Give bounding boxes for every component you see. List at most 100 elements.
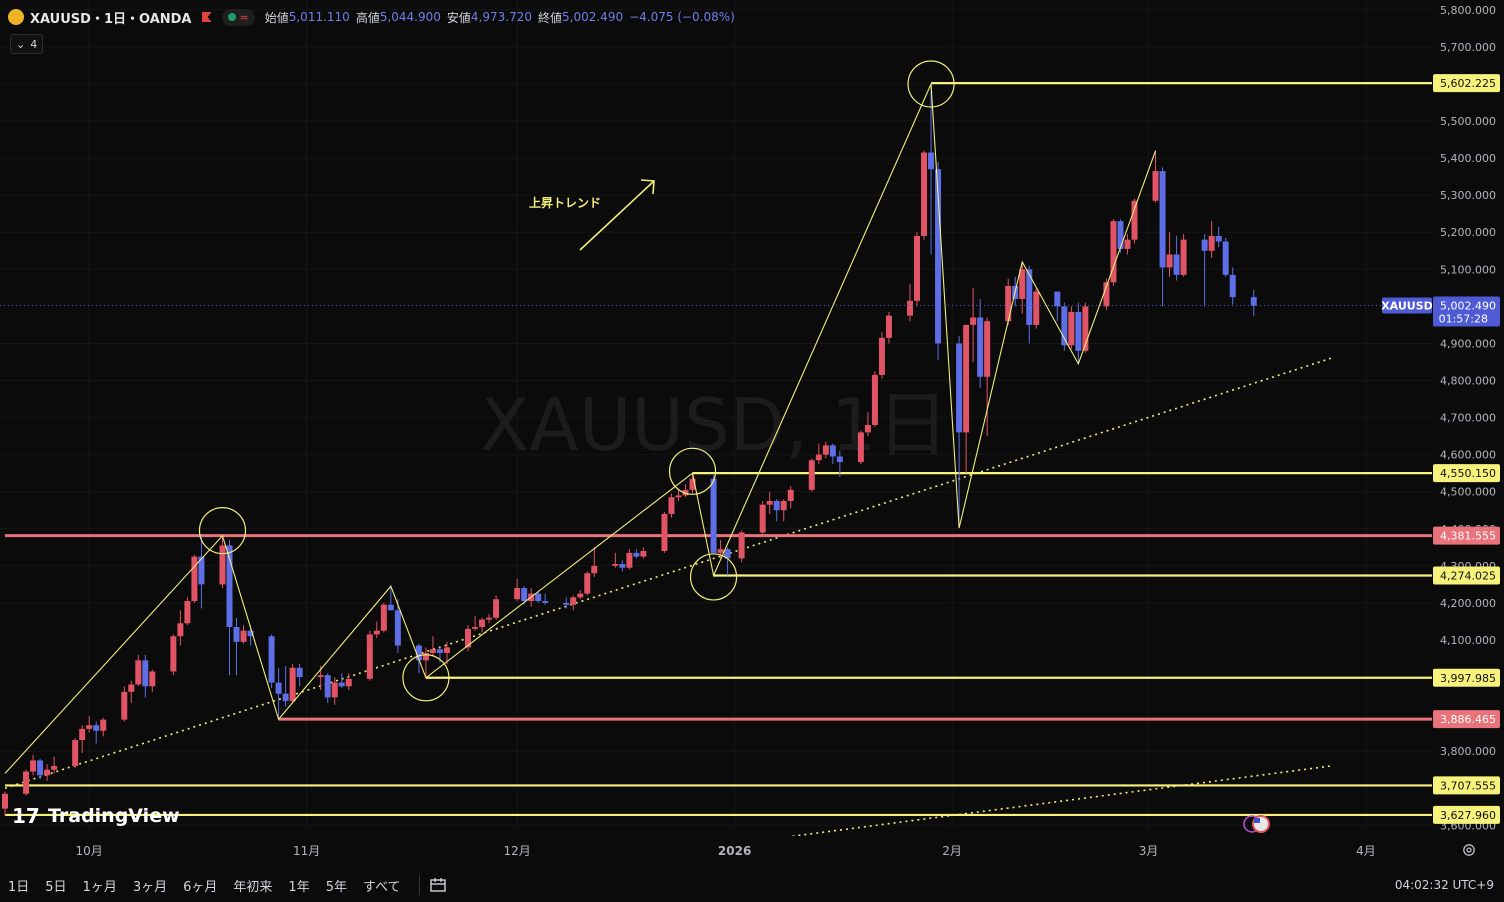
events-icons[interactable] [1243, 815, 1270, 833]
candle-body [724, 549, 731, 559]
trendlines [4, 357, 1332, 841]
candle-body [247, 630, 254, 637]
flag-icon[interactable] [201, 12, 212, 22]
chevron-down-icon: ⌄ [16, 37, 26, 51]
time-tick-label: 2月 [942, 844, 962, 858]
candle-body [1215, 235, 1222, 242]
candles [2, 83, 1257, 817]
level-price-tag[interactable] [1433, 464, 1500, 483]
candle-body [198, 556, 205, 585]
change-value: −4.075 (−0.08%) [629, 10, 735, 24]
symbol-name[interactable]: XAUUSD・1日・OANDA [30, 11, 192, 27]
candle-body [394, 610, 401, 646]
candle-body [486, 617, 493, 620]
candle-body [268, 636, 275, 683]
candle-body [465, 628, 472, 648]
trendline-dotted [4, 357, 1332, 789]
candle-body [984, 321, 991, 377]
candle-body [570, 597, 577, 605]
pivot-circle [402, 654, 450, 702]
level-price-label: 3,997.985 [1440, 672, 1496, 685]
candle-body [149, 671, 156, 687]
level-price-tag[interactable] [1433, 526, 1500, 545]
timeframe-1y[interactable]: 1年 [288, 879, 310, 895]
candle-body [612, 563, 619, 566]
candle-body [829, 445, 836, 457]
symbol-tag-text: XAUUSD [1381, 299, 1433, 312]
symbol-header: XAUUSD・1日・OANDA ≈ 始値 5,011.110 高値 5,044.… [8, 6, 735, 28]
zigzag-lines [4, 83, 1157, 774]
candle-body [317, 675, 324, 678]
us-flag-canton-icon [1254, 818, 1260, 823]
candle-body [289, 667, 296, 702]
candle-body [563, 602, 570, 605]
level-price-tag[interactable] [1433, 566, 1500, 585]
level-price-tag[interactable] [1433, 710, 1500, 729]
timeframe-all[interactable]: すべて [362, 879, 401, 895]
candle-body [1075, 311, 1082, 351]
high-value: 5,044.900 [379, 10, 441, 24]
trend-annotation: 上昇トレンド [529, 179, 655, 251]
candle-body [373, 630, 380, 635]
candle-body [51, 765, 58, 770]
candle-body [324, 675, 331, 698]
time-tick-label: 4月 [1356, 844, 1376, 858]
timeframe-5d[interactable]: 5日 [45, 879, 67, 895]
candle-body [415, 645, 422, 661]
market-status-pill[interactable]: ≈ [221, 8, 255, 26]
date-range-icon[interactable] [429, 877, 446, 893]
timeframe-6m[interactable]: 6ヶ月 [183, 879, 218, 895]
candle-body [1166, 254, 1173, 268]
candle-body [479, 619, 486, 627]
timeframe-ytd[interactable]: 年初来 [233, 879, 273, 895]
price-tick-label: 5,300.000 [1440, 189, 1496, 202]
candle-body [233, 626, 240, 642]
pivot-circle [907, 60, 955, 108]
level-price-tag[interactable] [1433, 668, 1500, 687]
clock[interactable]: 04:02:32 UTC+9 [1394, 878, 1494, 892]
timeframe-1m[interactable]: 1ヶ月 [82, 879, 117, 895]
level-price-tag[interactable] [1433, 805, 1500, 824]
timeframe-5y[interactable]: 5年 [325, 879, 347, 895]
candle-body [759, 504, 766, 533]
candle-body [640, 551, 647, 557]
level-price-label: 4,274.025 [1440, 569, 1496, 582]
level-price-label: 5,602.225 [1440, 77, 1496, 90]
candle-body [780, 500, 787, 511]
candle-body [2, 793, 8, 809]
price-axis[interactable]: 5,800.0005,700.0005,600.0005,500.0005,40… [1432, 0, 1504, 868]
timeframe-1d[interactable]: 1日 [8, 879, 30, 895]
horizontal-levels[interactable] [5, 82, 1432, 817]
time-tick-label: 11月 [293, 844, 320, 858]
candle-body [1110, 221, 1117, 283]
level-price-tag[interactable] [1433, 776, 1500, 795]
candle-body [914, 235, 921, 301]
wave-icon: ≈ [239, 10, 249, 24]
candle-body [1201, 239, 1208, 251]
bar-countdown: 01:57:28 [1439, 312, 1488, 325]
chart-grid [0, 0, 1432, 829]
candle-body [100, 719, 107, 731]
candle-body [773, 500, 780, 511]
level-price-tag[interactable] [1433, 74, 1500, 93]
candle-body [443, 647, 450, 653]
candle-body [1061, 306, 1068, 346]
time-axis[interactable]: 10月 11月 12月 2026 2月 3月 4月 [0, 836, 1432, 866]
tradingview-logo[interactable]: 17 TradingView [12, 804, 180, 828]
indicator-count: 4 [30, 37, 38, 51]
indicator-toggle[interactable]: ⌄ 4 [10, 34, 44, 54]
candle-body [1026, 269, 1033, 325]
candle-body [472, 626, 479, 629]
candle-body [387, 604, 394, 611]
candle-body [366, 634, 373, 679]
gear-icon[interactable] [1462, 843, 1476, 857]
candle-body [380, 604, 387, 631]
candle-body [619, 563, 626, 568]
candle-body [23, 771, 30, 794]
tradingview-logo-icon: 17 [12, 804, 40, 828]
candle-body [1229, 274, 1236, 298]
timeframe-3m[interactable]: 3ヶ月 [132, 879, 168, 895]
candle-body [493, 599, 500, 618]
candle-body [535, 593, 542, 602]
